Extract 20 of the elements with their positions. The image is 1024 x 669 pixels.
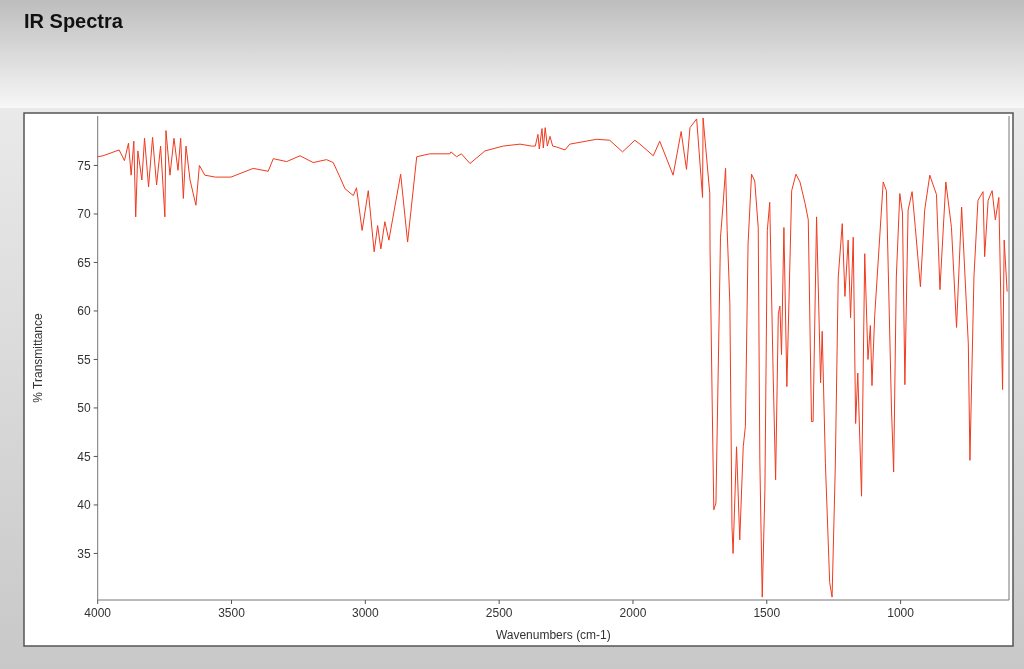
y-tick-label: 40 [77, 498, 92, 513]
x-tick-label: 4000 [84, 606, 112, 620]
x-tick-label: 2500 [485, 606, 513, 620]
y-tick-label: 60 [77, 304, 92, 319]
y-tick-label: 55 [77, 352, 92, 367]
y-axis-title: % Transmittance [31, 312, 45, 403]
y-tick-label: 50 [77, 401, 92, 416]
y-tick-label: 35 [77, 546, 92, 561]
x-tick-label: 3500 [218, 606, 246, 620]
chart-title: IR Spectra [24, 10, 124, 32]
y-tick-label: 45 [77, 449, 92, 464]
y-tick-label: 65 [77, 255, 92, 270]
y-tick-label: 70 [77, 207, 92, 222]
x-tick-label: 1500 [753, 606, 781, 620]
y-tick-label: 75 [77, 158, 92, 173]
x-tick-label: 1000 [887, 606, 915, 620]
x-tick-label: 3000 [351, 606, 380, 620]
x-axis-title: Wavenumbers (cm-1) [495, 628, 611, 642]
line-series [97, 117, 1008, 598]
x-tick-label: 2000 [619, 606, 647, 620]
